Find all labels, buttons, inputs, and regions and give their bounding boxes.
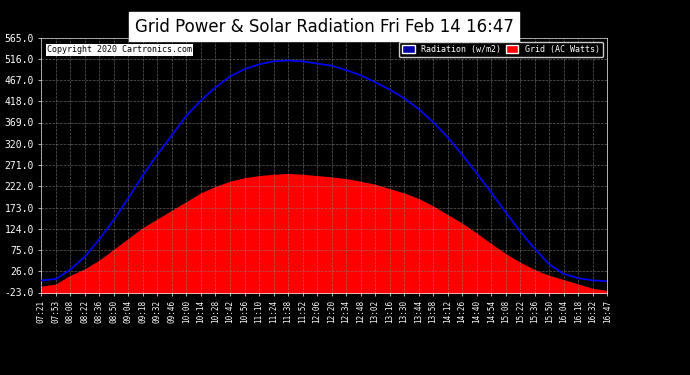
Legend: Radiation (w/m2), Grid (AC Watts): Radiation (w/m2), Grid (AC Watts) (399, 42, 603, 57)
Text: Copyright 2020 Cartronics.com: Copyright 2020 Cartronics.com (47, 45, 192, 54)
Title: Grid Power & Solar Radiation Fri Feb 14 16:47: Grid Power & Solar Radiation Fri Feb 14 … (135, 18, 514, 36)
